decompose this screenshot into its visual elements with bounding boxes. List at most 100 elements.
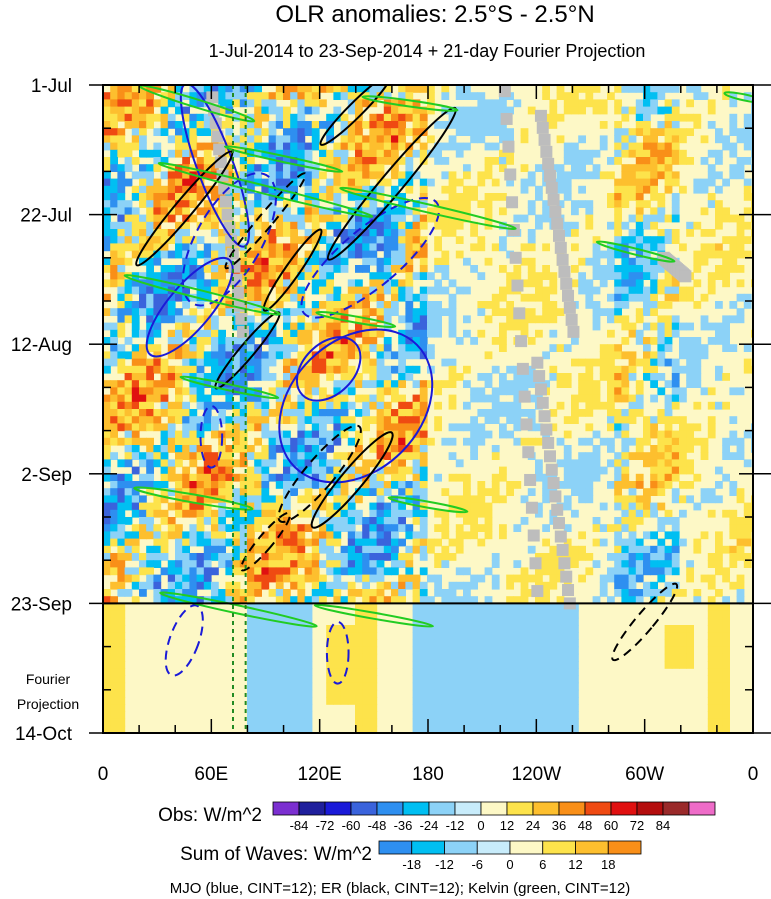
- heatmap-cell: [463, 668, 471, 676]
- heatmap-cell: [671, 99, 680, 108]
- heatmap-cell: [196, 524, 205, 532]
- heatmap-cell: [614, 452, 622, 460]
- heatmap-cell: [110, 401, 118, 410]
- heatmap-cell: [131, 351, 140, 360]
- heatmap-cell: [499, 207, 507, 216]
- heatmap-cell: [189, 121, 198, 129]
- heatmap-cell: [311, 171, 320, 180]
- heatmap-cell: [326, 567, 334, 576]
- heatmap-cell: [455, 661, 464, 669]
- heatmap-cell: [117, 639, 126, 648]
- heatmap-cell: [441, 517, 450, 525]
- heatmap-cell: [110, 85, 118, 93]
- heatmap-cell: [275, 711, 284, 720]
- heatmap-cell: [304, 466, 313, 475]
- heatmap-cell: [182, 279, 190, 288]
- heatmap-cell: [542, 697, 550, 705]
- heatmap-cell: [527, 646, 536, 655]
- heatmap-cell: [448, 617, 457, 626]
- heatmap-cell: [477, 394, 486, 403]
- heatmap-cell: [628, 149, 637, 158]
- heatmap-cell: [254, 409, 262, 417]
- heatmap-cell: [628, 531, 637, 540]
- heatmap-cell: [203, 293, 212, 302]
- heatmap-cell: [491, 488, 500, 496]
- heatmap-cell: [268, 524, 277, 532]
- heatmap-cell: [535, 185, 543, 194]
- heatmap-cell: [218, 488, 226, 496]
- heatmap-cell: [391, 531, 399, 540]
- heatmap-cell: [362, 185, 370, 194]
- heatmap-cell: [563, 185, 572, 194]
- heatmap-cell: [362, 481, 370, 489]
- heatmap-cell: [247, 697, 255, 705]
- heatmap-cell: [247, 344, 255, 352]
- heatmap-cell: [247, 200, 255, 208]
- heatmap-cell: [311, 178, 320, 187]
- heatmap-cell: [398, 221, 406, 230]
- heatmap-cell: [139, 178, 147, 187]
- heatmap-cell: [110, 358, 118, 367]
- heatmap-cell: [275, 437, 284, 446]
- heatmap-cell: [707, 164, 716, 172]
- heatmap-cell: [484, 171, 493, 180]
- heatmap-cell: [139, 308, 147, 316]
- heatmap-cell: [153, 531, 162, 540]
- heatmap-cell: [175, 193, 183, 201]
- heatmap-cell: [275, 229, 284, 237]
- heatmap-cell: [592, 459, 601, 468]
- heatmap-cell: [297, 524, 306, 532]
- heatmap-cell: [657, 121, 666, 129]
- heatmap-cell: [707, 596, 716, 604]
- heatmap-cell: [254, 92, 262, 100]
- heatmap-cell: [405, 250, 414, 259]
- heatmap-cell: [247, 92, 255, 100]
- heatmap-cell: [124, 157, 133, 165]
- heatmap-cell: [160, 113, 169, 122]
- heatmap-cell: [707, 574, 716, 583]
- heatmap-cell: [398, 437, 406, 446]
- heatmap-cell: [679, 430, 687, 439]
- heatmap-cell: [175, 135, 183, 144]
- heatmap-cell: [736, 157, 745, 165]
- heatmap-cell: [261, 365, 270, 374]
- heatmap-cell: [499, 308, 507, 316]
- heatmap-cell: [693, 380, 702, 388]
- heatmap-cell: [441, 596, 450, 604]
- heatmap-cell: [239, 538, 248, 547]
- heatmap-cell: [153, 596, 162, 604]
- heatmap-cell: [362, 675, 370, 684]
- heatmap-cell: [585, 207, 594, 216]
- heatmap-cell: [355, 617, 363, 626]
- heatmap-cell: [160, 437, 169, 446]
- heatmap-cell: [254, 452, 262, 460]
- heatmap-cell: [628, 409, 637, 417]
- heatmap-cell: [563, 675, 572, 684]
- heatmap-cell: [103, 473, 111, 482]
- heatmap-cell: [131, 538, 140, 547]
- heatmap-cell: [261, 286, 270, 295]
- heatmap-cell: [391, 185, 399, 194]
- heatmap-cell: [470, 113, 478, 122]
- heatmap-cell: [355, 589, 363, 597]
- heatmap-cell: [218, 409, 226, 417]
- heatmap-cell: [232, 243, 241, 252]
- heatmap-cell: [261, 185, 270, 194]
- heatmap-cell: [369, 553, 378, 561]
- heatmap-cell: [621, 85, 630, 93]
- heatmap-cell: [535, 675, 543, 684]
- heatmap-cell: [196, 560, 205, 568]
- heatmap-cell: [621, 250, 630, 259]
- heatmap-cell: [671, 517, 680, 525]
- heatmap-cell: [412, 394, 421, 403]
- heatmap-cell: [117, 99, 126, 108]
- heatmap-cell: [290, 603, 298, 612]
- heatmap-cell: [499, 689, 507, 698]
- heatmap-cell: [225, 337, 234, 345]
- heatmap-cell: [549, 308, 558, 316]
- heatmap-cell: [355, 697, 363, 705]
- heatmap-cell: [470, 661, 478, 669]
- heatmap-cell: [599, 351, 608, 360]
- heatmap-cell: [319, 185, 327, 194]
